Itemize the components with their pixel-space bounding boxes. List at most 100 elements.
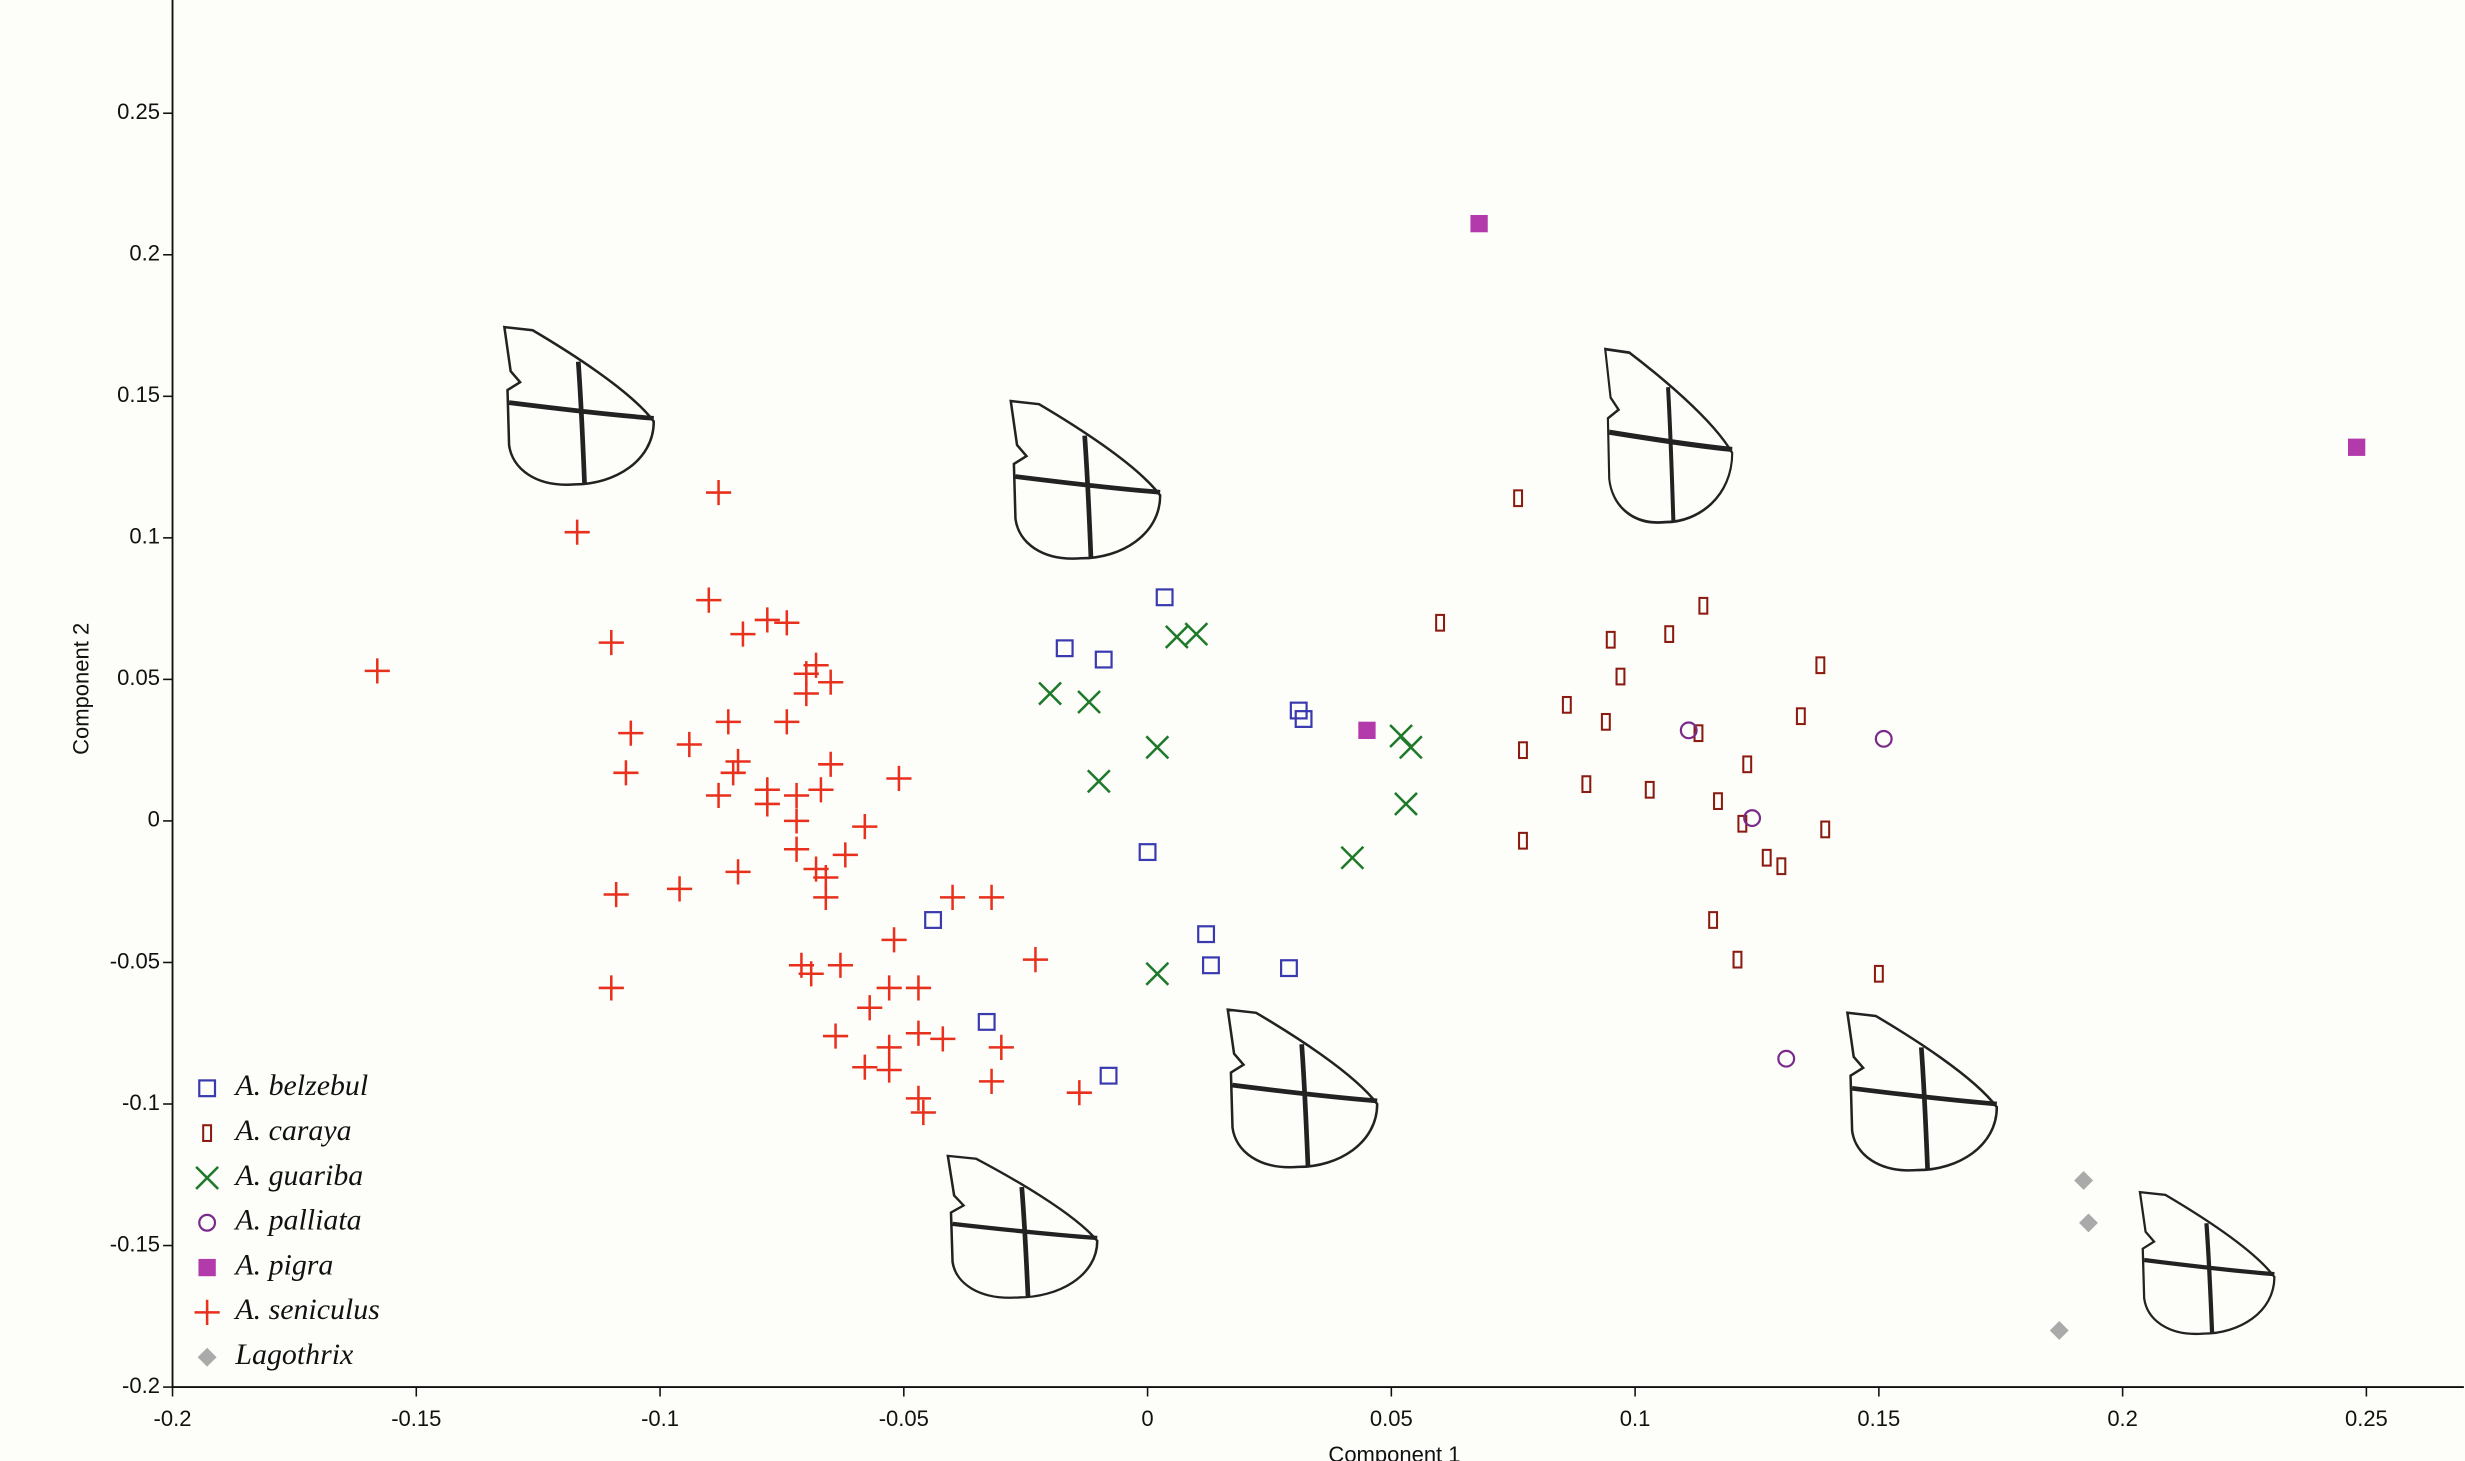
point [598, 630, 624, 656]
point [876, 1034, 902, 1060]
legend-label: A. pigra [233, 1248, 333, 1281]
legend-label: A. palliata [233, 1204, 361, 1237]
point [1742, 755, 1753, 774]
point [1874, 729, 1893, 748]
point [1394, 792, 1418, 816]
point [564, 519, 590, 545]
point [1518, 831, 1528, 850]
point [1138, 843, 1157, 862]
point [930, 1026, 956, 1052]
legend-label: A. guariba [233, 1159, 363, 1192]
point [1094, 650, 1113, 669]
legend-label: Lagothrix [234, 1338, 354, 1371]
point [774, 709, 800, 735]
x-tick-label: 0.1 [1620, 1406, 1651, 1431]
point [988, 1034, 1014, 1060]
point [1777, 1049, 1796, 1068]
point [613, 760, 639, 786]
point [1873, 964, 1884, 983]
y-tick-label: -0.2 [122, 1373, 160, 1398]
point [876, 975, 902, 1001]
point [676, 731, 702, 758]
point [2049, 1321, 2069, 1340]
point [852, 1054, 878, 1080]
point [905, 975, 932, 1001]
shape-outline [948, 1156, 1097, 1298]
y-axis-title: Component 2 [69, 623, 94, 755]
point [730, 621, 756, 647]
point [813, 884, 839, 910]
shape-outline [504, 327, 653, 485]
legend-marker [197, 1347, 217, 1367]
point [754, 607, 780, 633]
y-tick-label: 0.2 [129, 241, 160, 266]
point [2347, 438, 2366, 456]
point [1077, 690, 1101, 714]
point [725, 859, 751, 885]
point [818, 669, 844, 695]
point [857, 995, 883, 1021]
shape-outline [1605, 349, 1732, 522]
legend-marker [198, 1213, 217, 1232]
point [978, 884, 1005, 910]
point [1561, 695, 1572, 714]
legend-marker [195, 1166, 220, 1190]
point [1279, 959, 1298, 978]
point [666, 876, 693, 902]
point [1038, 681, 1062, 706]
point [1470, 214, 1488, 233]
legend-marker [198, 1258, 216, 1277]
point [1513, 489, 1524, 508]
point [939, 884, 966, 910]
point [754, 791, 780, 817]
point [1713, 792, 1723, 810]
point [1086, 769, 1111, 794]
point [1055, 639, 1074, 658]
point [852, 814, 878, 840]
point [1340, 845, 1365, 870]
x-tick-label: 0.25 [2345, 1406, 2388, 1431]
point [977, 1012, 996, 1031]
legend-label: A. seniculus [233, 1293, 379, 1326]
point [1201, 956, 1220, 975]
point [1644, 780, 1655, 799]
point [832, 842, 858, 868]
shape-outline [1847, 1013, 1996, 1171]
point [1145, 961, 1170, 986]
point [827, 952, 854, 978]
point [2079, 1213, 2098, 1233]
point [1099, 1066, 1118, 1085]
shape-outline [1011, 401, 1160, 559]
point [1679, 721, 1698, 740]
point [1164, 625, 1189, 649]
x-tick-label: 0.05 [1370, 1406, 1413, 1431]
y-tick-label: -0.15 [110, 1231, 160, 1256]
point [1066, 1080, 1092, 1106]
point [1615, 667, 1626, 686]
point [1698, 596, 1709, 615]
point [783, 836, 810, 862]
legend-marker [202, 1124, 213, 1142]
shape-outline [1228, 1010, 1377, 1168]
point [905, 1020, 932, 1046]
y-tick-label: -0.1 [122, 1090, 160, 1115]
point [1820, 820, 1831, 839]
y-tick-label: 0.15 [117, 382, 160, 407]
point [364, 658, 390, 684]
legend-label: A. belzebul [233, 1069, 368, 1102]
point [876, 1057, 902, 1083]
shape-outline [2140, 1192, 2274, 1334]
point [886, 765, 912, 792]
point [783, 782, 810, 809]
point [924, 911, 943, 929]
point [603, 881, 629, 908]
point [881, 927, 907, 953]
y-tick-label: -0.05 [110, 948, 160, 973]
point [1581, 775, 1592, 794]
point [1693, 724, 1704, 743]
point [910, 1099, 936, 1126]
point [783, 808, 810, 834]
point [705, 782, 732, 809]
point [705, 479, 732, 506]
